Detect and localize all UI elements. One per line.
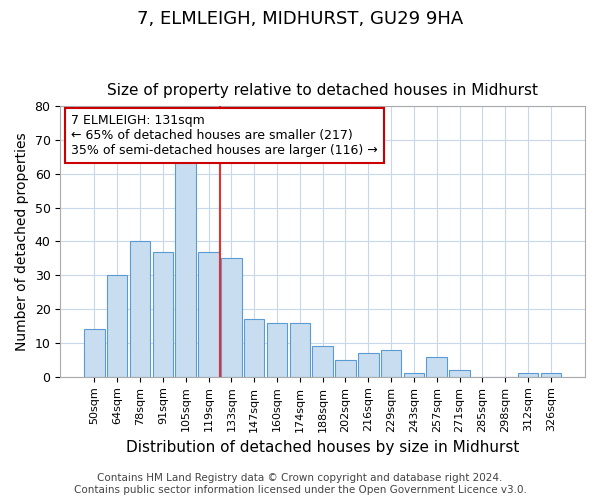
Bar [427, 356, 447, 377]
Bar [449, 370, 470, 377]
Bar [541, 374, 561, 377]
Bar [313, 346, 333, 377]
Bar [267, 322, 287, 377]
Bar [130, 242, 151, 377]
Bar [221, 258, 242, 377]
Bar [244, 320, 265, 377]
Text: 7 ELMLEIGH: 131sqm
← 65% of detached houses are smaller (217)
35% of semi-detach: 7 ELMLEIGH: 131sqm ← 65% of detached hou… [71, 114, 377, 157]
Bar [290, 322, 310, 377]
Bar [381, 350, 401, 377]
Text: Contains HM Land Registry data © Crown copyright and database right 2024.
Contai: Contains HM Land Registry data © Crown c… [74, 474, 526, 495]
Bar [404, 374, 424, 377]
Title: Size of property relative to detached houses in Midhurst: Size of property relative to detached ho… [107, 83, 538, 98]
Bar [84, 330, 104, 377]
X-axis label: Distribution of detached houses by size in Midhurst: Distribution of detached houses by size … [126, 440, 520, 455]
Bar [358, 353, 379, 377]
Bar [175, 157, 196, 377]
Text: 7, ELMLEIGH, MIDHURST, GU29 9HA: 7, ELMLEIGH, MIDHURST, GU29 9HA [137, 10, 463, 28]
Y-axis label: Number of detached properties: Number of detached properties [15, 132, 29, 351]
Bar [107, 276, 127, 377]
Bar [518, 374, 538, 377]
Bar [152, 252, 173, 377]
Bar [335, 360, 356, 377]
Bar [198, 252, 219, 377]
